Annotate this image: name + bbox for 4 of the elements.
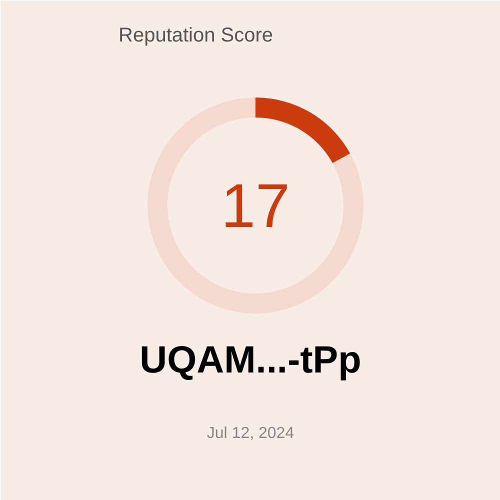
text: 17 (221, 172, 290, 241)
text: UQAM...-tPp (140, 340, 362, 382)
text: Jul 12, 2024 (206, 425, 294, 442)
chart-title: Reputation Score (118, 24, 274, 46)
